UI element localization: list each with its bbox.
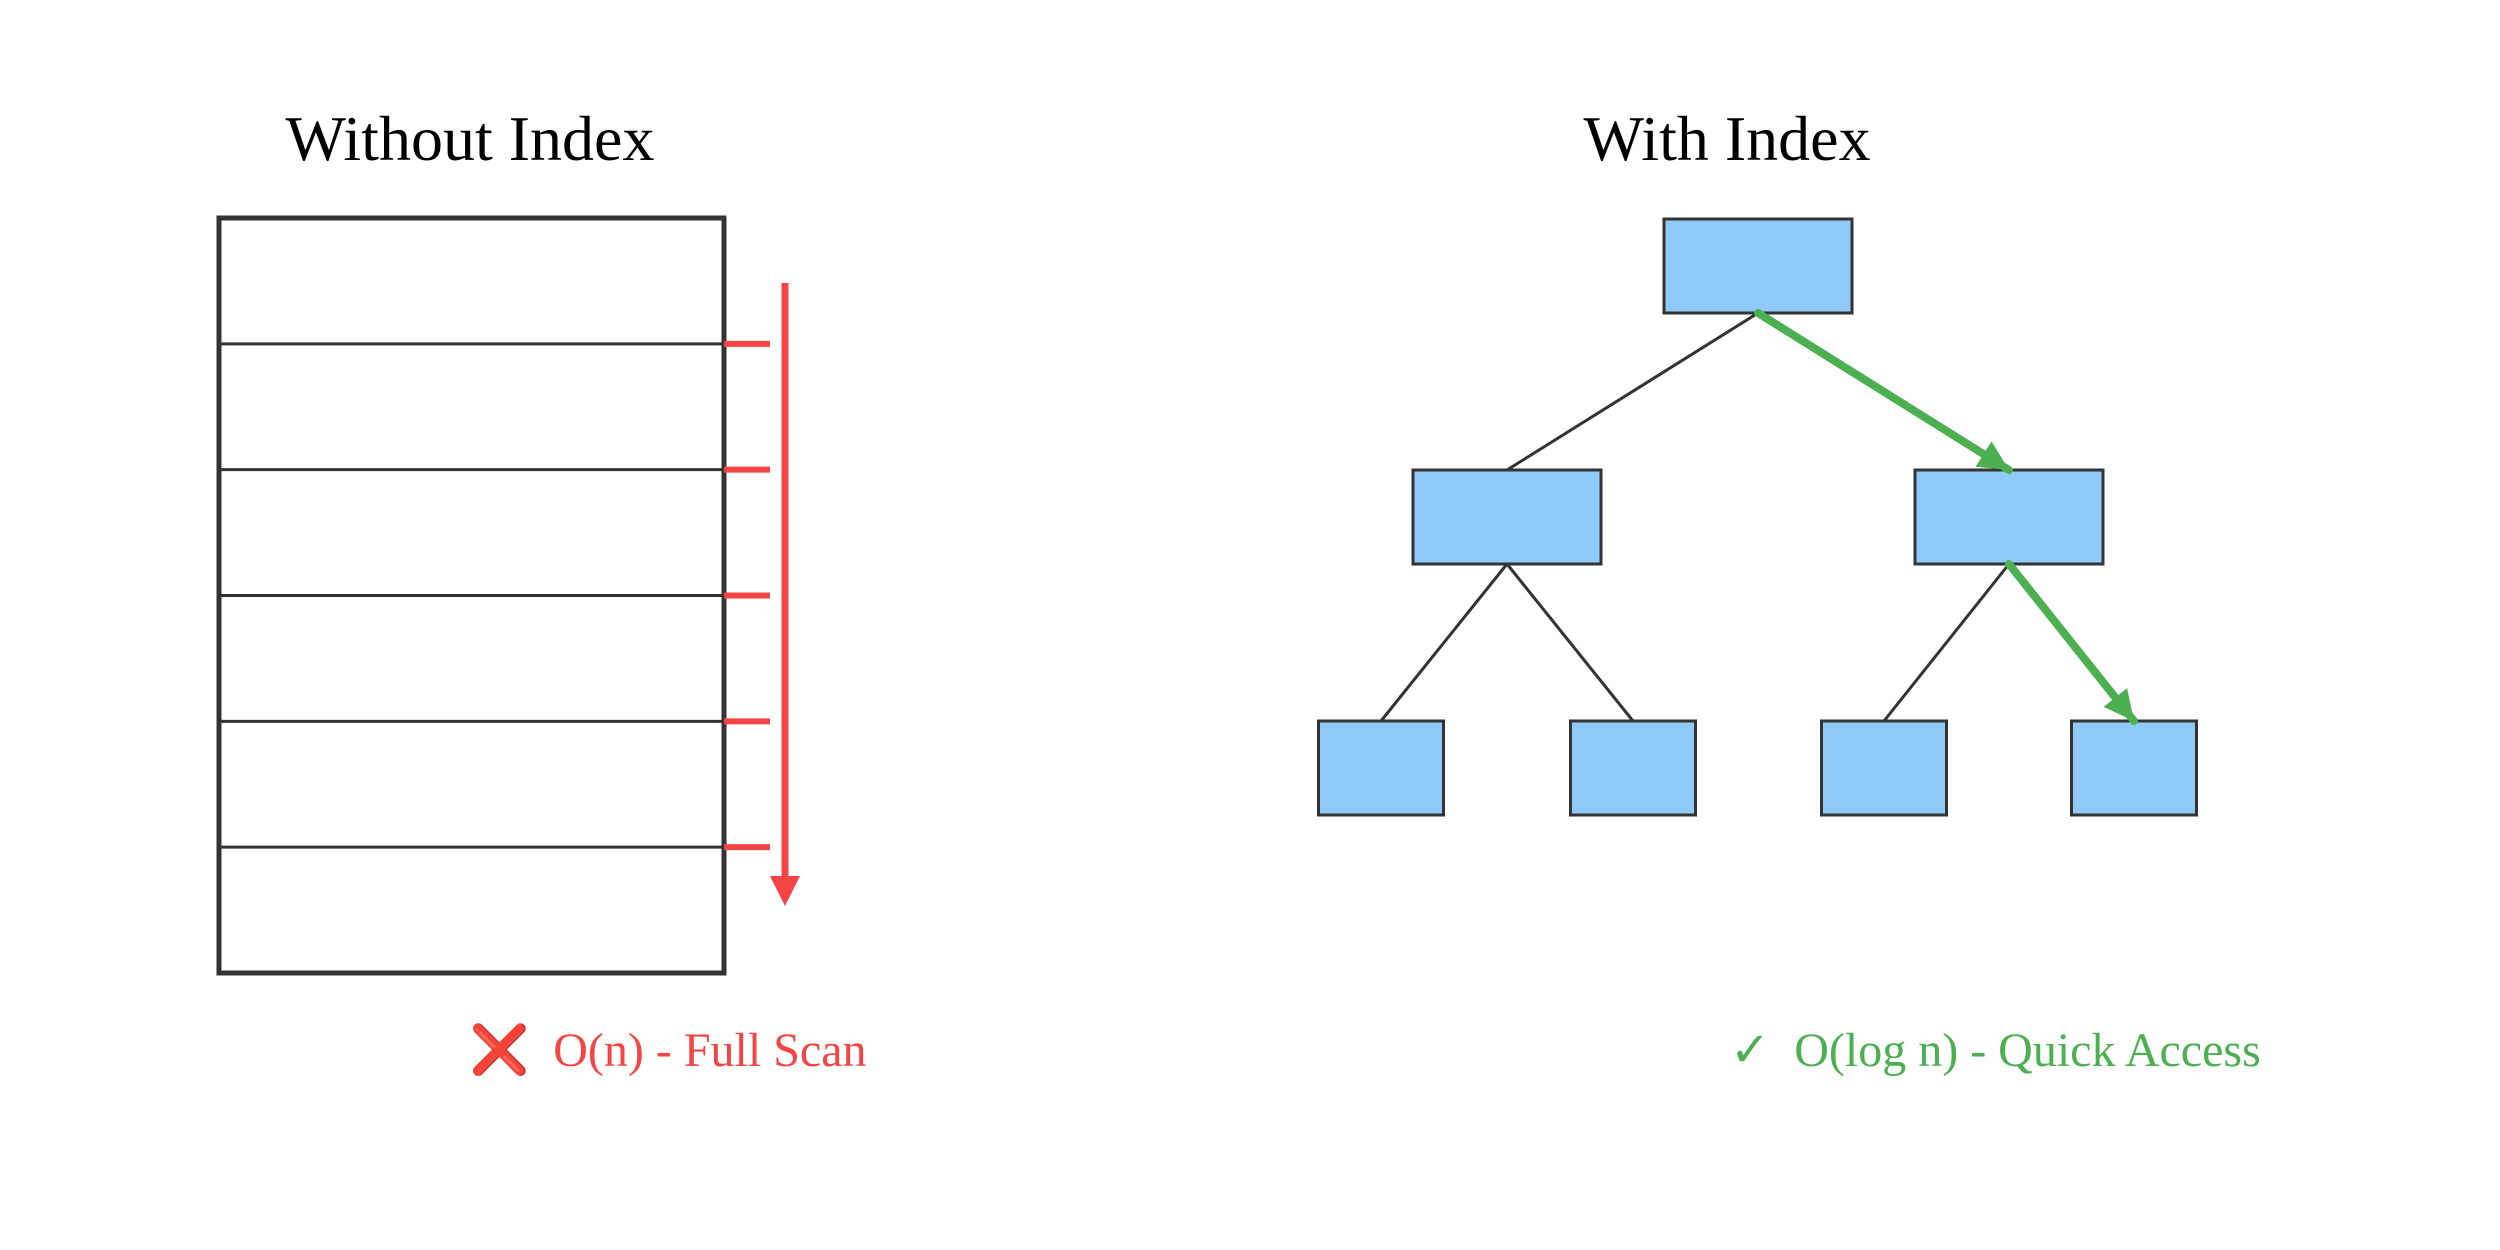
cross-mark-icon: ❌ — [469, 1022, 529, 1078]
right-panel: With Index ✓ O(log n) - Quick Access — [1317, 103, 2261, 1077]
tree-node-left-left — [1317, 719, 1445, 817]
full-scan-caption-text: O(n) - Full Scan — [553, 1024, 866, 1077]
tree-node-root — [1662, 217, 1854, 315]
quick-access-caption: ✓ O(log n) - Quick Access — [1730, 1024, 2261, 1077]
lookup-path-segment — [1754, 309, 2013, 474]
data-table — [216, 215, 727, 976]
row-dividers — [219, 342, 724, 849]
full-scan-caption: ❌ O(n) - Full Scan — [469, 1022, 866, 1078]
lookup-path-segment — [2005, 560, 2138, 725]
tree-edge — [1506, 311, 1759, 472]
tree-node-left-right — [1569, 719, 1697, 817]
check-mark-icon: ✓ — [1730, 1024, 1770, 1077]
lookup-path-arrowhead-icon — [1975, 441, 2009, 470]
index-tree — [1317, 217, 2198, 817]
full-scan-indicator — [724, 283, 800, 906]
right-panel-title: With Index — [1583, 103, 1870, 174]
scan-markers — [724, 340, 770, 851]
left-panel: Without Index ❌ O(n) - Full Scan — [216, 103, 867, 1078]
lookup-path — [1754, 309, 2138, 725]
tree-edge — [1505, 563, 1635, 722]
tree-edge — [1882, 563, 2011, 722]
lookup-path-arrowhead-icon — [2103, 688, 2134, 721]
left-panel-title: Without Index — [286, 103, 655, 174]
tree-node-right — [1913, 468, 2105, 566]
scan-arrowhead-icon — [770, 876, 800, 906]
tree-node-right-left — [1820, 719, 1948, 817]
tree-edge — [1379, 563, 1509, 722]
tree-nodes — [1317, 217, 2198, 817]
tree-node-left — [1411, 468, 1603, 566]
tree-node-right-right — [2070, 719, 2198, 817]
quick-access-caption-text: O(log n) - Quick Access — [1794, 1024, 2261, 1077]
